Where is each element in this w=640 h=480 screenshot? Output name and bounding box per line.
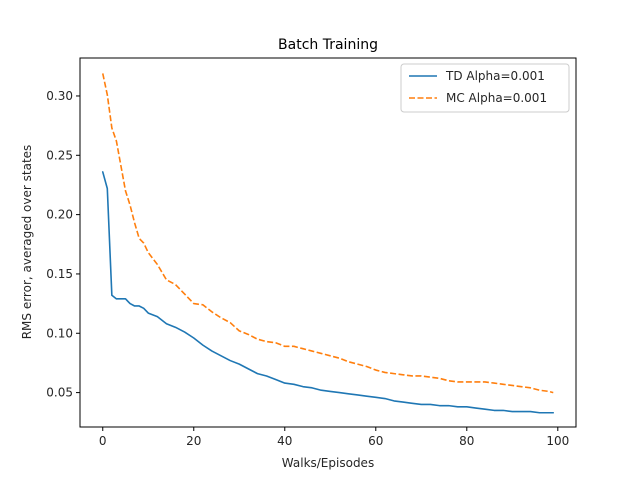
y-tick-label: 0.20 — [46, 208, 73, 222]
legend: TD Alpha=0.001 MC Alpha=0.001 — [400, 63, 570, 113]
ticks-layer: 0 20 40 60 80 100 0.05 0.10 0.15 0.20 0.25 0.30 — [46, 89, 569, 448]
axes-layer — [79, 57, 577, 428]
legend-box — [400, 63, 570, 113]
y-tick-label: 0.25 — [46, 148, 73, 162]
series-line-1 — [101, 171, 555, 414]
y-tick-label: 0.10 — [46, 326, 73, 340]
x-tick-label: 40 — [277, 434, 292, 448]
x-tick-label: 0 — [99, 434, 107, 448]
y-axis-title: RMS error, averaged over states — [20, 145, 34, 340]
plot-area-frame — [79, 57, 577, 428]
chart-title: Batch Training — [278, 37, 378, 53]
y-tick-label: 0.15 — [46, 267, 73, 281]
x-tick-label: 80 — [459, 434, 474, 448]
legend-label-2: MC Alpha=0.001 — [446, 91, 547, 105]
y-tick-label: 0.05 — [46, 386, 73, 400]
x-tick-label: 60 — [368, 434, 383, 448]
series-layer — [101, 73, 555, 414]
x-tick-label: 20 — [186, 434, 201, 448]
legend-label-1: TD Alpha=0.001 — [445, 69, 545, 83]
x-axis-title: Walks/Episodes — [282, 456, 374, 470]
x-tick-label: 100 — [546, 434, 569, 448]
y-tick-label: 0.30 — [46, 89, 73, 103]
